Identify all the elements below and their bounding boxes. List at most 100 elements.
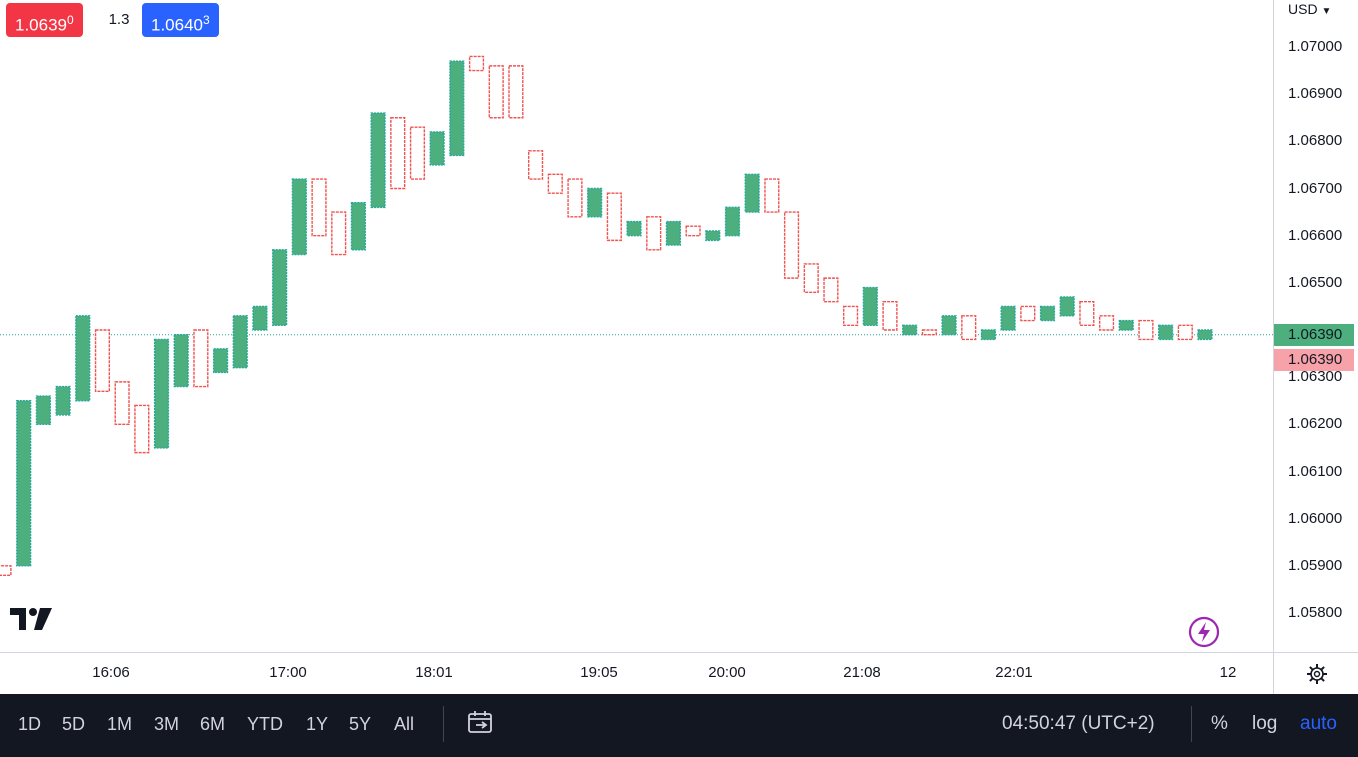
time-axis[interactable]: 16:06 17:00 18:01 19:05 20:00 21:08 22:0… [0, 652, 1273, 695]
toolbar-divider [1191, 706, 1192, 742]
pnf-column-up [587, 187, 603, 218]
price-tick-label: 1.06800 [1288, 132, 1343, 150]
sell-price-pip: 0 [67, 13, 74, 27]
auto-scale-button[interactable]: auto [1300, 713, 1337, 734]
pnf-column-up [724, 206, 741, 237]
timeframe-5y-button[interactable]: 5Y [349, 714, 372, 734]
pnf-column-down [94, 329, 111, 393]
pnf-column-down [606, 192, 622, 242]
pnf-column-down [547, 173, 563, 194]
price-tick-label: 1.06900 [1288, 85, 1343, 103]
pnf-column-down [409, 126, 426, 180]
pnf-column-up [705, 230, 721, 242]
time-label: 20:00 [708, 664, 746, 681]
chart-settings-button[interactable] [1273, 652, 1358, 695]
pnf-column-down [921, 329, 937, 336]
timeframe-1d-button[interactable]: 1D [18, 714, 42, 734]
pnf-column-up [626, 220, 642, 237]
percent-scale-button[interactable]: % [1211, 713, 1228, 734]
pnf-column-up [75, 315, 91, 402]
go-to-date-button[interactable] [466, 708, 496, 743]
pnf-column-up [744, 173, 760, 213]
time-label: 16:06 [92, 664, 130, 681]
log-scale-button[interactable]: log [1252, 713, 1278, 734]
pnf-column-up [252, 305, 268, 331]
time-label: 19:05 [580, 664, 618, 681]
price-tick-label: 1.05800 [1288, 604, 1343, 621]
pnf-column-down [0, 565, 12, 576]
pnf-column-down [646, 216, 662, 251]
price-tick-label: 1.05900 [1288, 556, 1343, 574]
pnf-column-down [311, 178, 327, 237]
timezone-clock[interactable]: 04:50:47 (UTC+2) [1002, 713, 1155, 734]
timeframe-1y-button[interactable]: 1Y [306, 714, 329, 734]
pnf-column-down [685, 225, 701, 237]
pnf-column-down [331, 211, 347, 256]
pnf-column-up [212, 348, 229, 374]
pnf-column-down [1079, 301, 1095, 326]
price-tick-label: 1.07000 [1288, 38, 1343, 55]
pnf-column-down [843, 305, 859, 326]
pnf-column-up [665, 220, 682, 246]
pnf-column-down [567, 178, 583, 218]
pnf-column-down [488, 65, 504, 119]
pnf-column-up [1039, 305, 1056, 322]
pnf-column-down [961, 315, 977, 341]
price-tick-label: 1.06100 [1288, 462, 1343, 480]
tradingview-logo [10, 606, 58, 637]
price-tick-label: 1.06000 [1288, 509, 1343, 527]
calendar-icon [468, 711, 492, 733]
pnf-column-up [350, 201, 366, 251]
pnf-column-up [941, 315, 957, 336]
timeframe-all-button[interactable]: All [394, 714, 415, 734]
pnf-column-up [55, 385, 71, 416]
bid-price-badge: 1.06390 [1274, 349, 1354, 371]
pnf-column-up [449, 60, 465, 157]
pnf-column-up [902, 324, 918, 336]
pnf-column-up [1059, 296, 1075, 317]
timeframe-6m-button[interactable]: 6M [200, 714, 226, 734]
pnf-column-down [882, 301, 898, 331]
pnf-column-down [134, 404, 150, 454]
price-tick-label: 1.06200 [1288, 415, 1343, 433]
pnf-column-down [193, 329, 209, 388]
chevron-down-icon: ▼ [1321, 6, 1332, 17]
buy-price-button[interactable]: 1.06403 [142, 3, 219, 37]
pnf-column-up [862, 286, 878, 326]
pnf-column-down [468, 55, 485, 72]
pnf-column-down [527, 150, 544, 180]
currency-label: USD [1288, 1, 1318, 17]
time-label: 12 [1219, 664, 1237, 681]
pnf-column-down [508, 65, 524, 119]
pnf-column-down [390, 117, 406, 190]
pnf-column-up [232, 315, 248, 369]
buy-price-pip: 3 [203, 13, 210, 27]
pnf-column-up [370, 112, 386, 209]
pnf-column-up [1158, 324, 1174, 341]
pnf-column-down [114, 381, 130, 426]
timeframe-5d-button[interactable]: 5D [62, 714, 86, 734]
pnf-column-up [429, 131, 445, 166]
chart-plot[interactable] [0, 0, 1273, 652]
bottom-toolbar: 1D 5D 1M 3M 6M YTD 1Y 5Y All 04:50:47 (U… [0, 694, 1358, 757]
pnf-column-down [1098, 315, 1115, 331]
last-price-badge: 1.06390 [1274, 324, 1354, 346]
chart-area[interactable]: 1.06390 1.3 1.06403 [0, 0, 1273, 652]
pnf-column-up [16, 400, 32, 567]
pnf-column-up [291, 178, 307, 256]
time-label: 17:00 [269, 664, 307, 681]
lightning-icon[interactable] [1187, 615, 1221, 654]
timeframe-1m-button[interactable]: 1M [107, 714, 133, 734]
pnf-column-up [153, 338, 170, 449]
pnf-column-up [980, 329, 997, 341]
spread-value: 1.3 [108, 11, 130, 28]
time-label: 18:01 [415, 664, 453, 681]
pnf-column-up [1118, 319, 1134, 331]
timeframe-ytd-button[interactable]: YTD [247, 714, 283, 734]
buy-price-main: 1.0640 [151, 15, 203, 35]
sell-price-button[interactable]: 1.06390 [6, 3, 83, 37]
pnf-column-up [173, 334, 189, 388]
price-tick-label: 1.06600 [1288, 226, 1343, 244]
pnf-column-down [803, 263, 819, 293]
timeframe-3m-button[interactable]: 3M [154, 714, 180, 734]
